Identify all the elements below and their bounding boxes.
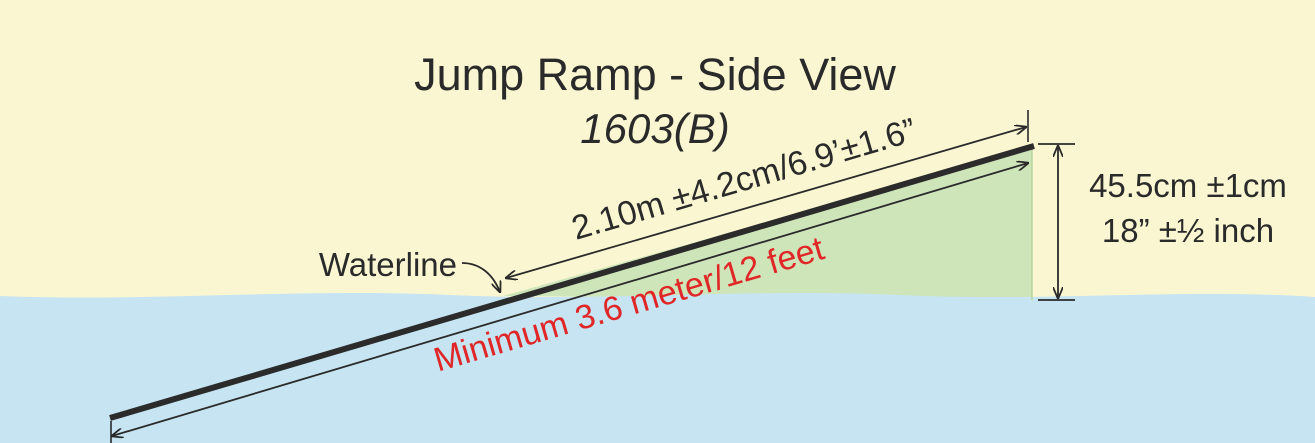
- diagram-title: Jump Ramp - Side View: [414, 49, 896, 100]
- waterline-label: Waterline: [319, 246, 457, 283]
- height-metric-label: 45.5cm ±1cm: [1089, 167, 1287, 204]
- minimum-dimension-arrow: [112, 163, 1028, 436]
- diagram-subtitle: 1603(B): [580, 105, 729, 152]
- waterline-pointer: [461, 262, 500, 292]
- height-imperial-label: 18” ±½ inch: [1102, 212, 1274, 249]
